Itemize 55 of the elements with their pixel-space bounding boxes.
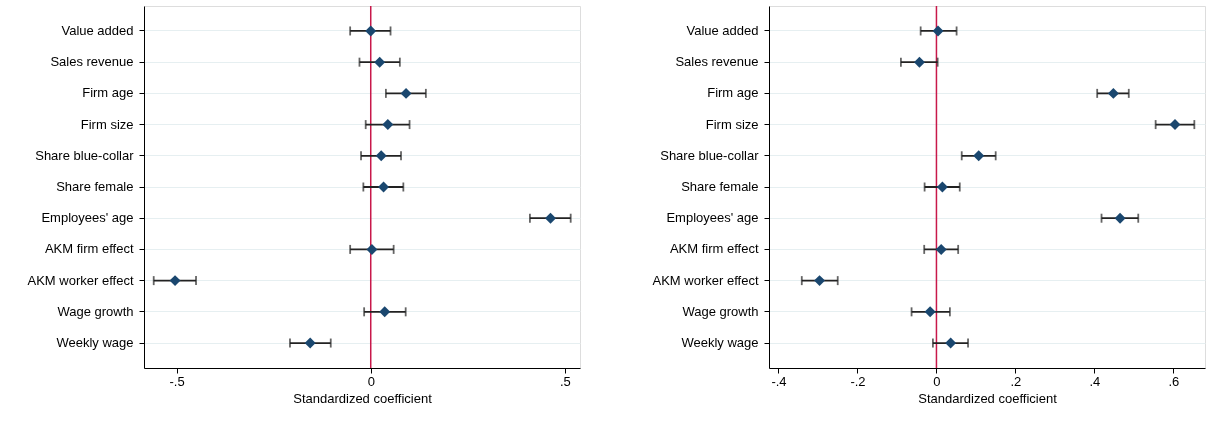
y-tick-label: Value added [61, 22, 134, 38]
y-tick-label: AKM firm effect [44, 241, 134, 257]
y-tick-label: Firm size [80, 116, 134, 132]
point [1169, 119, 1181, 131]
point [924, 306, 936, 318]
point [400, 87, 412, 99]
x-tick-label: .5 [559, 373, 571, 389]
x-tick-label: .2 [1010, 373, 1022, 389]
point [932, 25, 944, 37]
x-tick-label: -.4 [771, 373, 787, 389]
point [378, 181, 390, 193]
point [945, 337, 957, 349]
x-axis-title: Standardized coefficient [293, 390, 433, 406]
x-axis-title: Standardized coefficient [918, 390, 1058, 406]
y-tick-label: Weekly wage [56, 335, 134, 351]
x-tick-label: -.5 [169, 373, 185, 389]
y-tick-label: Share blue-collar [660, 147, 760, 163]
point [379, 306, 391, 318]
y-tick-label: Sales revenue [675, 54, 759, 70]
x-tick-label: 0 [933, 373, 941, 389]
y-tick-label: AKM worker effect [652, 272, 759, 288]
point [374, 56, 386, 68]
point [304, 337, 316, 349]
point [936, 181, 948, 193]
point [365, 25, 377, 37]
y-tick-label: Wage growth [682, 303, 759, 319]
point [1114, 212, 1126, 224]
point [382, 119, 394, 131]
x-tick-label: 0 [367, 373, 375, 389]
y-tick-label: Sales revenue [50, 54, 134, 70]
y-tick-label: Firm age [82, 85, 134, 101]
point [1107, 87, 1119, 99]
y-tick-label: Share female [681, 179, 759, 194]
x-tick-label: .4 [1089, 373, 1101, 389]
x-tick-label: -.2 [850, 373, 866, 389]
point [545, 212, 556, 224]
y-tick-label: Wage growth [57, 303, 134, 319]
x-tick-label: .6 [1168, 373, 1180, 389]
y-tick-label: Value added [686, 22, 759, 38]
y-tick-label: Firm age [707, 85, 759, 101]
point [913, 56, 925, 68]
y-tick-label: AKM firm effect [669, 241, 759, 257]
point [814, 275, 826, 287]
y-tick-label: Employees' age [41, 210, 134, 226]
y-tick-label: Employees' age [666, 210, 759, 226]
point [375, 150, 387, 162]
point [935, 243, 947, 255]
y-tick-label: Share female [56, 179, 134, 194]
point [366, 243, 378, 255]
y-tick-label: Share blue-collar [35, 147, 135, 163]
point [169, 275, 181, 287]
y-tick-label: Weekly wage [681, 335, 759, 351]
point [973, 150, 985, 162]
y-tick-label: Firm size [705, 116, 759, 132]
y-tick-label: AKM worker effect [27, 272, 134, 288]
